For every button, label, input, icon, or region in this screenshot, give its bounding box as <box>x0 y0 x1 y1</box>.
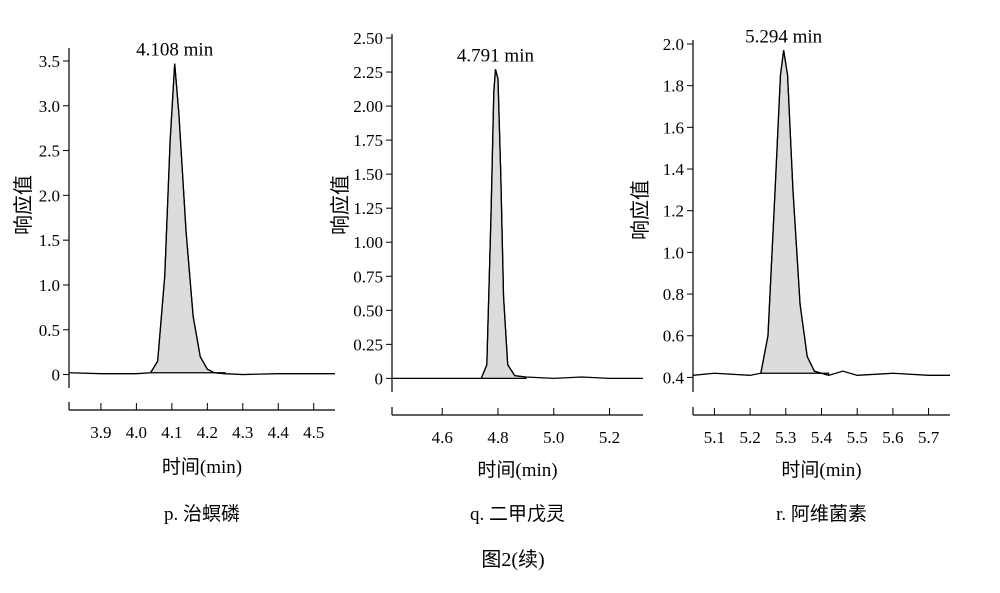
y-tick-label: 0.8 <box>663 285 684 304</box>
signal-line <box>68 63 335 376</box>
x-tick-label: 5.1 <box>704 428 725 447</box>
y-tick-label: 2.0 <box>663 35 684 54</box>
y-tick-label: 0 <box>52 366 61 385</box>
x-tick-label: 5.4 <box>811 428 833 447</box>
x-tick-label: 3.9 <box>90 423 111 442</box>
x-tick-label: 4.6 <box>432 428 453 447</box>
x-tick-label: 5.5 <box>847 428 868 447</box>
peak-fill <box>149 63 226 375</box>
y-tick-label: 0.25 <box>353 335 383 354</box>
x-tick-label: 5.7 <box>918 428 940 447</box>
y-tick-label: 1.4 <box>663 160 685 179</box>
peak-retention-label: 4.108 min <box>136 40 214 61</box>
signal-line <box>392 69 643 380</box>
y-tick-label: 2.00 <box>353 97 383 116</box>
y-tick-label: 0.6 <box>663 327 684 346</box>
panel-caption: p. 治螟磷 <box>164 503 240 525</box>
y-axis-label: 响应值 <box>12 175 35 235</box>
y-tick-label: 0 <box>375 369 384 388</box>
x-tick-label: 4.0 <box>126 423 147 442</box>
x-axis-label: 时间(min) <box>477 459 557 481</box>
y-tick-label: 3.0 <box>39 97 60 116</box>
y-axis-label: 响应值 <box>329 175 352 235</box>
peak-retention-label: 4.791 min <box>457 45 535 66</box>
x-tick-label: 5.0 <box>543 428 564 447</box>
x-axis-label: 时间(min) <box>781 459 861 481</box>
x-tick-label: 4.5 <box>303 423 324 442</box>
x-tick-label: 4.8 <box>487 428 508 447</box>
panel-caption: r. 阿维菌素 <box>776 503 867 525</box>
x-axis-label: 时间(min) <box>162 456 242 478</box>
panel-caption: q. 二甲戊灵 <box>470 503 565 525</box>
y-tick-label: 1.00 <box>353 233 383 252</box>
y-tick-label: 1.0 <box>663 243 684 262</box>
y-tick-label: 1.2 <box>663 202 684 221</box>
y-tick-label: 0.5 <box>39 321 60 340</box>
y-tick-label: 2.0 <box>39 186 60 205</box>
y-axis-label: 响应值 <box>629 180 652 240</box>
peak-retention-label: 5.294 min <box>745 26 823 47</box>
y-tick-label: 1.6 <box>663 118 684 137</box>
y-tick-label: 1.8 <box>663 77 684 96</box>
x-tick-label: 5.3 <box>775 428 796 447</box>
x-tick-label: 5.2 <box>599 428 620 447</box>
figure-caption: 图2(续) <box>481 548 544 571</box>
x-tick-label: 4.2 <box>197 423 218 442</box>
chart-panel-1: 0 0.5 1.0 1.5 2.0 2.5 3.0 3.5 3.9 4.0 4.1 4.2 4.3 4.4… <box>12 40 335 525</box>
y-tick-label: 0.4 <box>663 368 685 387</box>
y-tick-label: 1.0 <box>39 276 60 295</box>
y-tick-label: 1.5 <box>39 231 60 250</box>
chart-panel-3: 0.4 0.6 0.8 1.0 1.2 1.4 1.6 1.8 2.0 5.1 5.2 5.3 5.4 5… <box>629 26 950 525</box>
y-tick-label: 0.75 <box>353 267 383 286</box>
x-tick-label: 5.2 <box>739 428 760 447</box>
y-tick-label: 0.50 <box>353 301 383 320</box>
signal-line <box>692 50 950 377</box>
chart-panel-2: 0 0.25 0.50 0.75 1.00 1.25 1.50 1.75 2.00 2.25 2.5… <box>329 29 643 525</box>
y-tick-label: 3.5 <box>39 52 60 71</box>
y-tick-label: 2.50 <box>353 29 383 48</box>
x-tick-label: 5.6 <box>882 428 903 447</box>
y-tick-label: 1.25 <box>353 199 383 218</box>
y-tick-label: 2.5 <box>39 142 60 161</box>
y-tick-label: 1.75 <box>353 131 383 150</box>
x-tick-label: 4.1 <box>161 423 182 442</box>
y-tick-label: 1.50 <box>353 165 383 184</box>
y-tick-label: 2.25 <box>353 63 383 82</box>
x-tick-label: 4.3 <box>232 423 253 442</box>
x-tick-label: 4.4 <box>268 423 290 442</box>
